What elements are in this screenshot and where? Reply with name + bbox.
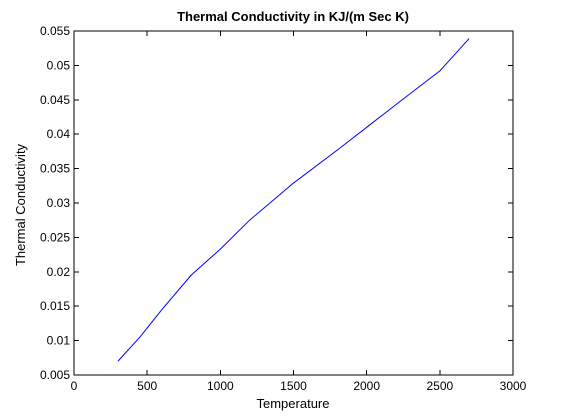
x-axis-label: Temperature: [257, 396, 330, 411]
x-tick-label: 2500: [426, 379, 453, 393]
y-tick-label: 0.055: [40, 24, 70, 38]
y-tick-label: 0.005: [40, 368, 70, 382]
y-axis-label: Thermal Conductivity: [13, 143, 28, 266]
y-tick-label: 0.045: [40, 93, 70, 107]
y-tick-label: 0.035: [40, 162, 70, 176]
y-tick-label: 0.01: [47, 334, 71, 348]
y-tick-label: 0.02: [47, 265, 71, 279]
y-tick-label: 0.05: [47, 58, 71, 72]
x-tick-label: 1000: [207, 379, 234, 393]
plot-area: 0 500 1000 1500 2000 2500 3000 0.005 0.01 0.015 0.…: [40, 24, 527, 393]
x-tick-label: 500: [137, 379, 157, 393]
series-line: [117, 38, 470, 362]
chart-title: Thermal Conductivity in KJ/(m Sec K): [177, 9, 409, 24]
x-tick-label: 0: [71, 379, 78, 393]
y-tick-label: 0.04: [47, 127, 71, 141]
y-tick-label: 0.03: [47, 196, 71, 210]
y-tick-label: 0.015: [40, 299, 70, 313]
x-tick-label: 1500: [280, 379, 307, 393]
x-tick-label: 3000: [500, 379, 527, 393]
x-tick-label: 2000: [353, 379, 380, 393]
y-tick-label: 0.025: [40, 230, 70, 244]
